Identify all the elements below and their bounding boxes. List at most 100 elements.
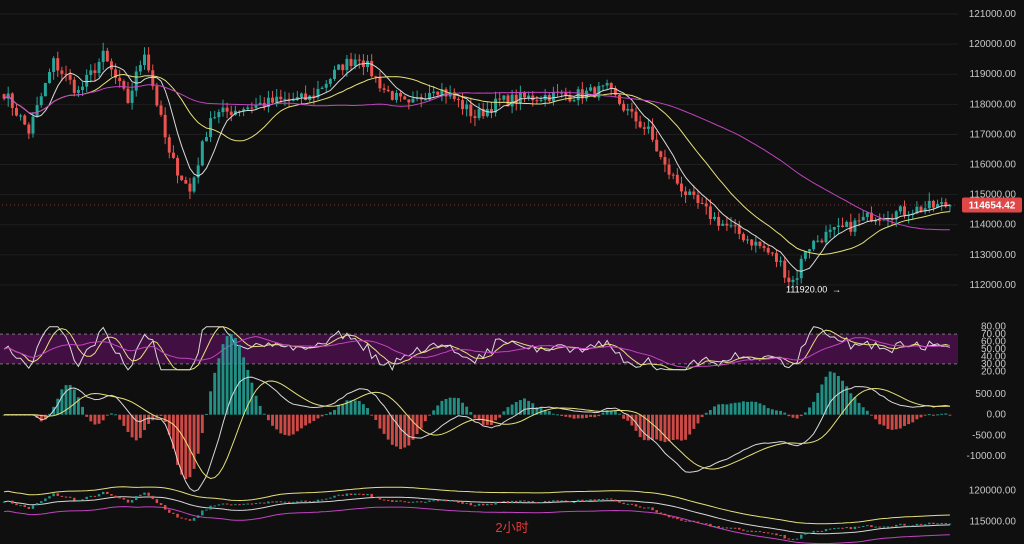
candle-body	[523, 92, 526, 98]
bottom-candle	[19, 505, 22, 507]
bottom-candle	[643, 507, 646, 509]
macd-histogram-bar	[428, 414, 431, 416]
bottom-candle	[733, 527, 737, 529]
price-tick-label: 115000.00	[969, 190, 1016, 201]
rsi-band	[0, 334, 958, 364]
candle-body	[390, 91, 394, 100]
bottom-candle	[180, 517, 183, 519]
candle-body	[489, 108, 493, 113]
candle-body	[927, 200, 931, 209]
candle-body	[271, 97, 275, 103]
ma-long-line	[3, 84, 950, 231]
candle-body	[217, 112, 221, 118]
macd-histogram-bar	[531, 403, 535, 415]
macd-histogram-bar	[919, 414, 923, 418]
bottom-candle	[618, 500, 621, 503]
bottom-candle	[118, 497, 121, 499]
macd-histogram-bar	[308, 414, 312, 424]
bottom-tick-label: 120000.00	[969, 485, 1017, 496]
macd-histogram-bar	[729, 403, 733, 415]
bottom-candle	[539, 501, 543, 503]
macd-histogram-bar	[262, 413, 266, 415]
candle-body	[622, 103, 626, 111]
macd-histogram-bar	[134, 414, 138, 441]
candle-body	[2, 94, 6, 99]
candle-body	[824, 231, 828, 243]
candle-body	[671, 174, 675, 176]
bottom-candle	[279, 501, 283, 503]
macd-histogram-bar	[828, 371, 832, 415]
macd-histogram-bar	[808, 407, 811, 415]
candle-body	[845, 221, 849, 227]
bottom-candle	[6, 500, 10, 502]
candle-body	[188, 183, 192, 192]
candle-body	[353, 59, 357, 67]
macd-histogram-bar	[580, 414, 584, 419]
candle-body	[601, 85, 605, 87]
macd-histogram-bar	[605, 410, 609, 415]
macd-histogram-bar	[444, 399, 448, 415]
candle-body	[766, 248, 770, 253]
bottom-candle	[519, 500, 522, 503]
macd-histogram-bar	[287, 414, 291, 436]
bottom-candle	[263, 502, 266, 504]
candle-body	[167, 137, 171, 153]
macd-histogram-bar	[316, 414, 320, 419]
bottom-candle	[581, 499, 584, 502]
macd-histogram-bar	[618, 413, 621, 415]
candle-body	[498, 98, 502, 100]
bottom-candle	[374, 497, 378, 499]
bottom-candle	[928, 522, 931, 525]
candle-body	[246, 107, 250, 110]
bottom-candle	[696, 521, 700, 524]
bottom-candle	[543, 500, 547, 502]
macd-histogram-bar	[630, 414, 634, 426]
bottom-candle	[48, 496, 51, 499]
macd-histogram-bar	[217, 358, 221, 415]
bottom-candle	[312, 501, 316, 503]
candle-body	[428, 92, 431, 100]
bottom-candle	[341, 494, 344, 496]
price-tick-label: 117000.00	[969, 129, 1016, 140]
macd-histogram-bar	[737, 402, 741, 415]
macd-histogram-bar	[593, 414, 597, 418]
macd-histogram-bar	[171, 414, 175, 449]
macd-histogram-bar	[841, 380, 844, 415]
bottom-candle	[349, 493, 353, 495]
macd-histogram-bar	[849, 393, 853, 415]
bottom-upper-band	[4, 486, 950, 525]
bottom-candle	[411, 501, 415, 503]
bottom-candle	[614, 499, 617, 501]
macd-histogram-bar	[452, 397, 456, 415]
bottom-candle	[940, 522, 943, 524]
macd-histogram-bar	[775, 410, 778, 415]
bottom-candle	[267, 501, 270, 504]
macd-histogram-bar	[250, 382, 254, 415]
macd-histogram-bar	[882, 414, 886, 426]
bottom-mid-band	[4, 496, 950, 535]
bottom-candle	[106, 491, 109, 495]
candle-body	[812, 240, 816, 250]
bottom-candle	[221, 503, 225, 505]
macd-histogram-bar	[853, 397, 857, 415]
bottom-candle	[556, 500, 559, 502]
candle-body	[750, 239, 754, 246]
candle-body	[663, 156, 667, 165]
bottom-candle	[791, 538, 795, 540]
bottom-candle	[944, 522, 948, 524]
macd-histogram-bar	[213, 372, 217, 415]
macd-histogram-bar	[502, 411, 506, 415]
candle-body	[551, 91, 555, 101]
candle-body	[105, 50, 109, 62]
macd-histogram-bar	[110, 413, 113, 415]
candle-body	[23, 115, 27, 125]
candle-body	[341, 64, 345, 71]
candle-body	[324, 83, 328, 88]
bottom-candle	[849, 527, 853, 530]
bottom-candle	[605, 498, 609, 500]
bottom-candle	[205, 509, 208, 511]
macd-histogram-bar	[163, 414, 167, 423]
macd-histogram-bar	[626, 414, 630, 421]
macd-histogram-bar	[68, 384, 72, 415]
